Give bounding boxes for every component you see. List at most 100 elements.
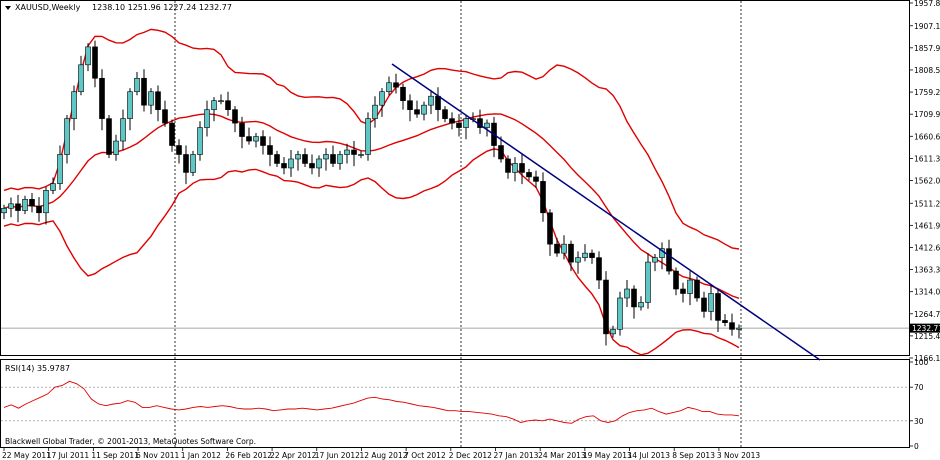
candle-body <box>435 95 441 110</box>
candle-body <box>337 154 343 164</box>
candle-body <box>36 205 42 214</box>
candle-body <box>232 109 238 124</box>
price-tick-label: 1412.65 <box>914 243 940 252</box>
candle-body <box>260 136 266 146</box>
candle-body <box>246 136 252 142</box>
candle-body <box>442 109 448 119</box>
rsi-levels <box>1 386 909 422</box>
candle-body <box>393 82 399 88</box>
candle-body <box>596 257 602 281</box>
date-tick-label: 27 Jan 2013 <box>493 451 538 460</box>
price-tick-label: 1907.10 <box>914 22 940 31</box>
candle-body <box>645 261 651 303</box>
price-tick-label: 1511.25 <box>914 199 940 208</box>
date-tick-label: 14 Jul 2013 <box>628 451 671 460</box>
candle-body <box>512 163 518 173</box>
candle-body <box>484 122 490 128</box>
candle-body <box>638 302 644 308</box>
candle-body <box>211 100 217 110</box>
dropdown-arrow-icon[interactable] <box>5 6 11 10</box>
rsi-label: RSI(14) 35.9787 <box>5 364 70 373</box>
candle-body <box>351 149 357 155</box>
copyright-text: Blackwell Global Trader, © 2001-2013, Me… <box>5 437 256 446</box>
candle-body <box>407 100 413 110</box>
price-tick-label: 1461.95 <box>914 221 940 230</box>
price-tick-label: 1363.35 <box>914 266 940 275</box>
candle-body <box>253 136 259 142</box>
date-tick-label: 22 May 2011 <box>2 451 51 460</box>
main-panel-frame <box>0 0 910 356</box>
symbol-title: XAUUSD,Weekly <box>15 3 81 12</box>
candle-body <box>64 118 70 155</box>
price-tick-label: 1808.55 <box>914 66 940 75</box>
price-tick-label: 1166.15 <box>914 354 940 363</box>
candle-body <box>372 104 378 119</box>
price-tick-label: 1215.45 <box>914 332 940 341</box>
rsi-tick-label: 70 <box>914 383 924 392</box>
rsi-line <box>3 380 740 424</box>
candle-body <box>43 190 49 214</box>
candle-body <box>715 293 721 321</box>
candle-body <box>624 288 630 299</box>
candle-body <box>449 118 455 124</box>
candle-body <box>8 203 14 209</box>
candle-body <box>505 158 511 173</box>
candle-body <box>316 158 322 169</box>
candle-body <box>687 279 693 294</box>
date-tick-label: 17 Jun 2012 <box>315 451 360 460</box>
candle-body <box>225 100 231 110</box>
candle-body <box>15 203 21 211</box>
candle-body <box>652 257 658 263</box>
price-tick-label: 1660.60 <box>914 132 940 141</box>
candle-body <box>169 122 175 146</box>
candle-body <box>92 46 98 79</box>
candle-body <box>1 208 7 214</box>
candle-body <box>589 252 595 258</box>
period-separators <box>174 1 742 447</box>
price-tick-label: 1264.75 <box>914 310 940 319</box>
candle-body <box>386 82 392 93</box>
candle-body <box>323 154 329 160</box>
date-tick-label: 6 Nov 2011 <box>136 451 179 460</box>
ohlc-readout: 1238.10 1251.96 1227.24 1232.77 <box>92 3 232 12</box>
candle-body <box>358 154 364 156</box>
date-tick-label: 8 Sep 2013 <box>672 451 715 460</box>
candle-body <box>463 118 469 128</box>
price-tick-label: 1314.05 <box>914 288 940 297</box>
candle-body <box>428 95 434 106</box>
bollinger-upper <box>3 28 740 250</box>
price-tick-label: 1562.00 <box>914 177 940 186</box>
candle-body <box>547 212 553 245</box>
candle-body <box>344 149 350 155</box>
candle-body <box>365 118 371 155</box>
candle-body <box>162 109 168 124</box>
candle-body <box>680 288 686 294</box>
candle-body <box>694 279 700 299</box>
bollinger-lower <box>3 148 740 356</box>
candle-body <box>281 163 287 169</box>
candle-body <box>540 181 546 214</box>
bollinger-middle <box>3 113 740 299</box>
candle-body <box>498 145 504 160</box>
date-tick-label: 26 Feb 2012 <box>225 451 272 460</box>
candle-body <box>141 77 147 106</box>
candle-body <box>29 199 35 207</box>
candle-body <box>239 122 245 137</box>
candle-body <box>155 91 161 110</box>
price-axis: 1957.85 1907.10 1857.90 1808.55 1759.20 1709.… <box>909 0 940 363</box>
candle-body <box>57 154 63 184</box>
candle-body <box>106 118 112 155</box>
candle-body <box>722 320 728 323</box>
rsi-tick-label: 30 <box>914 417 924 426</box>
candle-body <box>50 183 56 191</box>
candle-body <box>526 172 532 178</box>
candle-body <box>519 163 525 173</box>
date-tick-label: 24 Mar 2013 <box>538 451 586 460</box>
candle-body <box>183 154 189 173</box>
candle-body <box>120 118 126 142</box>
rsi-panel-frame <box>0 359 910 448</box>
candle-body <box>78 64 84 93</box>
